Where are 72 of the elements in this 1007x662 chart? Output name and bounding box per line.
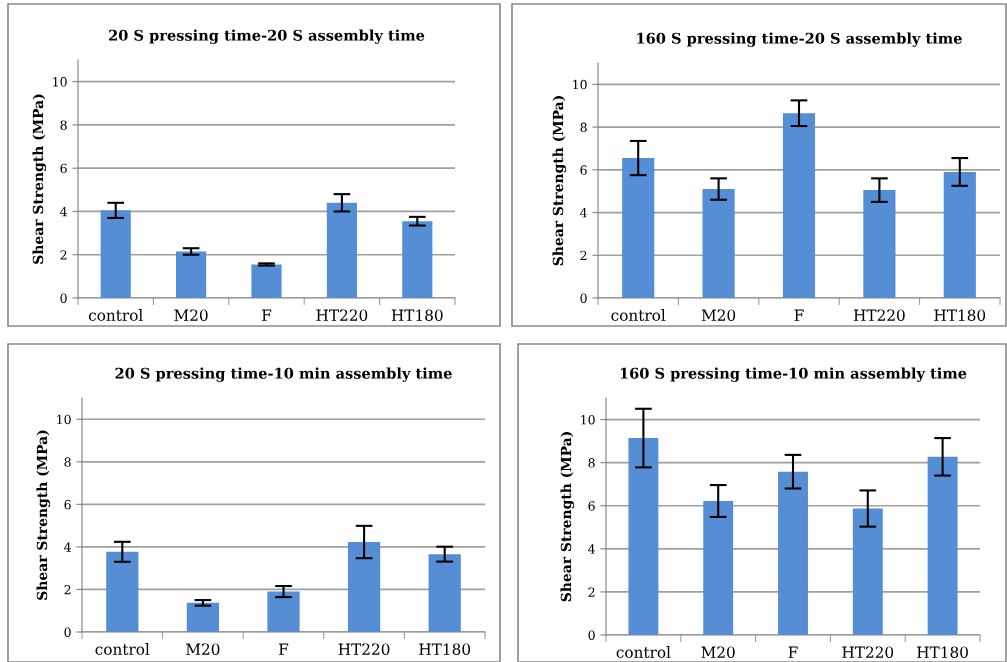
x-tick-label: HT180 [419,643,471,655]
y-tick-label: 0 [60,293,67,303]
y-tick-label: 6 [588,501,595,511]
x-tick-label: M20 [186,643,220,655]
y-tick-label: 6 [580,165,587,175]
x-tick-label: HT180 [917,646,968,658]
x-tick-label: F [279,643,289,655]
chart-title: 20 S pressing time-20 S assembly time [109,29,425,44]
x-tick-label: F [788,646,798,658]
bar [428,554,461,632]
bar [703,500,734,635]
x-tick-label: HT220 [316,309,368,321]
bar [778,471,808,635]
bar [100,210,131,298]
x-tick-label: M20 [174,309,208,321]
y-tick-label: 8 [64,457,71,467]
y-tick-label: 6 [60,163,67,174]
x-tick-label: HT220 [842,646,894,658]
bar [347,542,381,632]
y-tick-label: 2 [588,587,595,597]
bar [251,264,282,298]
y-tick-label: 6 [64,499,71,510]
x-tick-label: control [95,643,150,655]
x-tick-label: HT180 [391,309,443,321]
bar [782,113,816,298]
chart-title: 160 S pressing time-20 S assembly time [637,32,962,47]
y-tick-label: 4 [64,542,71,552]
y-axis-title: Shear Strength (MPa) [32,94,47,264]
bar [943,171,976,298]
y-axis-title: Shear Strength (MPa) [36,430,51,600]
x-tick-label: HT220 [338,643,390,655]
x-tick-label: F [794,309,804,321]
bar [863,190,896,298]
bar [186,602,220,632]
y-tick-label: 2 [60,250,67,260]
y-tick-label: 8 [588,458,595,468]
x-tick-label: HT220 [853,309,905,321]
y-tick-label: 10 [53,77,67,87]
y-axis-title: Shear Strength (MPa) [560,432,575,602]
y-tick-label: 0 [588,630,595,640]
chart-title: 160 S pressing time-10 min assembly time [620,367,967,382]
y-tick-label: 4 [588,544,595,554]
bar [267,591,300,632]
x-tick-label: control [88,309,143,321]
x-tick-label: control [611,309,666,321]
y-tick-label: 8 [580,122,587,133]
y-tick-label: 2 [580,250,587,261]
bar [176,251,207,298]
bar [628,438,659,635]
bar [106,551,139,632]
x-tick-label: M20 [701,309,736,321]
y-tick-label: 4 [60,206,67,217]
y-axis-title: Shear Strength (MPa) [552,96,567,266]
x-tick-label: HT180 [934,309,986,321]
y-tick-label: 2 [64,584,71,595]
bar [326,202,357,298]
x-tick-label: F [262,309,272,321]
y-tick-label: 0 [580,293,587,303]
y-tick-label: 10 [581,415,595,425]
y-tick-label: 0 [64,627,71,637]
bar [927,456,958,635]
bar [402,221,433,298]
y-tick-label: 10 [57,414,71,425]
y-tick-label: 4 [580,208,587,218]
chart-title: 20 S pressing time-10 min assembly time [115,367,452,382]
x-tick-label: M20 [701,646,735,658]
x-tick-label: control [616,646,671,658]
bar [852,508,883,635]
bar [622,158,655,298]
bar [702,189,735,298]
y-tick-label: 10 [573,79,587,90]
y-tick-label: 8 [60,120,67,130]
